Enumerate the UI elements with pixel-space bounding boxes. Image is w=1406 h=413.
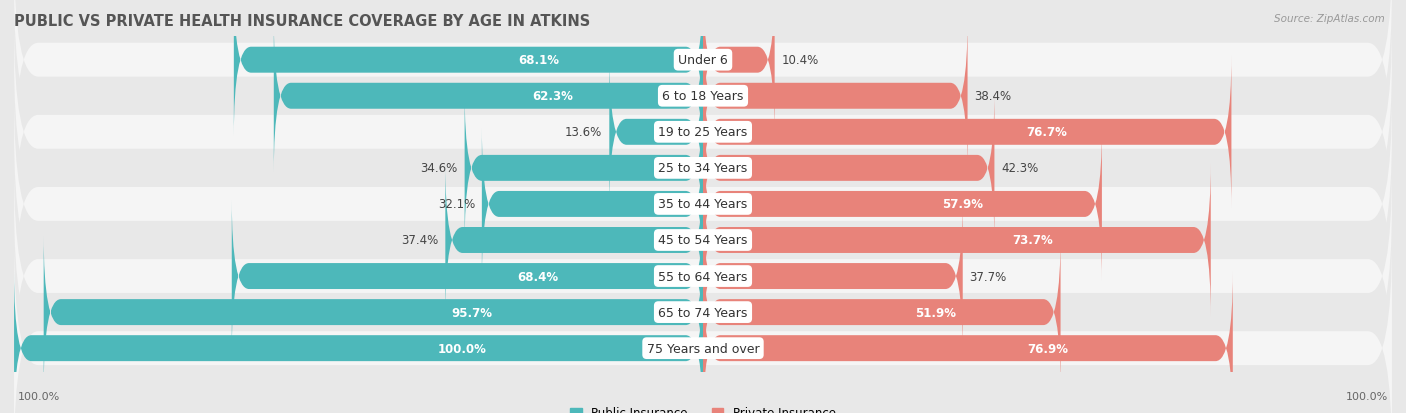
Text: 57.9%: 57.9%: [942, 198, 983, 211]
Text: 51.9%: 51.9%: [915, 306, 956, 319]
FancyBboxPatch shape: [14, 0, 1392, 170]
FancyBboxPatch shape: [609, 55, 703, 209]
FancyBboxPatch shape: [14, 24, 1392, 242]
Text: 42.3%: 42.3%: [1001, 162, 1039, 175]
FancyBboxPatch shape: [446, 164, 703, 317]
Text: 34.6%: 34.6%: [420, 162, 458, 175]
Text: 76.9%: 76.9%: [1026, 342, 1069, 355]
FancyBboxPatch shape: [233, 0, 703, 138]
Text: 25 to 34 Years: 25 to 34 Years: [658, 162, 748, 175]
Text: 32.1%: 32.1%: [437, 198, 475, 211]
FancyBboxPatch shape: [703, 0, 775, 138]
FancyBboxPatch shape: [14, 131, 1392, 349]
Text: 100.0%: 100.0%: [18, 391, 60, 401]
FancyBboxPatch shape: [14, 239, 1392, 413]
Text: 19 to 25 Years: 19 to 25 Years: [658, 126, 748, 139]
FancyBboxPatch shape: [703, 271, 1233, 413]
FancyBboxPatch shape: [482, 128, 703, 281]
FancyBboxPatch shape: [14, 59, 1392, 278]
FancyBboxPatch shape: [232, 199, 703, 354]
Text: 75 Years and over: 75 Years and over: [647, 342, 759, 355]
Legend: Public Insurance, Private Insurance: Public Insurance, Private Insurance: [571, 406, 835, 413]
Text: 35 to 44 Years: 35 to 44 Years: [658, 198, 748, 211]
FancyBboxPatch shape: [703, 92, 994, 245]
Text: 100.0%: 100.0%: [1346, 391, 1388, 401]
Text: Source: ZipAtlas.com: Source: ZipAtlas.com: [1274, 14, 1385, 24]
Text: 68.4%: 68.4%: [517, 270, 558, 283]
Text: 6 to 18 Years: 6 to 18 Years: [662, 90, 744, 103]
Text: 10.4%: 10.4%: [782, 54, 818, 67]
Text: 55 to 64 Years: 55 to 64 Years: [658, 270, 748, 283]
FancyBboxPatch shape: [703, 128, 1102, 281]
FancyBboxPatch shape: [464, 92, 703, 245]
Text: 37.7%: 37.7%: [970, 270, 1007, 283]
Text: Under 6: Under 6: [678, 54, 728, 67]
Text: 73.7%: 73.7%: [1012, 234, 1053, 247]
Text: 76.7%: 76.7%: [1026, 126, 1067, 139]
FancyBboxPatch shape: [703, 19, 967, 173]
Text: PUBLIC VS PRIVATE HEALTH INSURANCE COVERAGE BY AGE IN ATKINS: PUBLIC VS PRIVATE HEALTH INSURANCE COVER…: [14, 14, 591, 29]
Text: 100.0%: 100.0%: [437, 342, 486, 355]
FancyBboxPatch shape: [14, 203, 1392, 413]
FancyBboxPatch shape: [14, 0, 1392, 206]
Text: 37.4%: 37.4%: [401, 234, 439, 247]
FancyBboxPatch shape: [703, 235, 1060, 389]
Text: 45 to 54 Years: 45 to 54 Years: [658, 234, 748, 247]
FancyBboxPatch shape: [14, 167, 1392, 385]
Text: 38.4%: 38.4%: [974, 90, 1011, 103]
FancyBboxPatch shape: [274, 19, 703, 173]
FancyBboxPatch shape: [14, 95, 1392, 313]
FancyBboxPatch shape: [703, 55, 1232, 209]
Text: 68.1%: 68.1%: [519, 54, 560, 67]
Text: 62.3%: 62.3%: [533, 90, 574, 103]
FancyBboxPatch shape: [703, 164, 1211, 317]
Text: 95.7%: 95.7%: [451, 306, 492, 319]
Text: 13.6%: 13.6%: [565, 126, 602, 139]
FancyBboxPatch shape: [703, 199, 963, 354]
FancyBboxPatch shape: [44, 235, 703, 389]
FancyBboxPatch shape: [14, 271, 703, 413]
Text: 65 to 74 Years: 65 to 74 Years: [658, 306, 748, 319]
